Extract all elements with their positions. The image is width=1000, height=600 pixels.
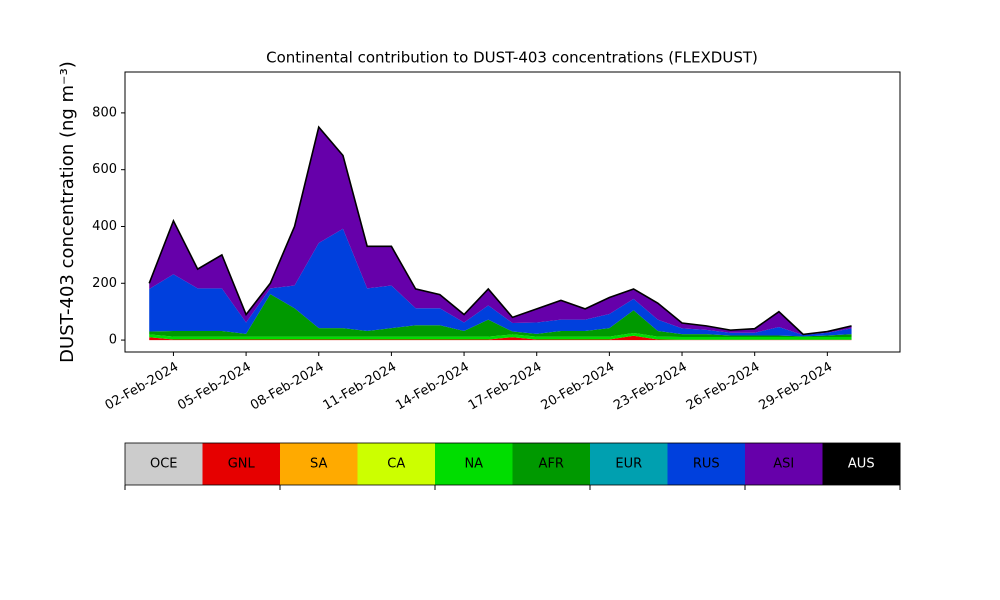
y-tick-label: 600 — [92, 162, 117, 177]
y-tick-label: 0 — [109, 333, 117, 348]
legend-swatch — [822, 443, 901, 485]
legend-label: CA — [387, 457, 405, 472]
plot-frame — [124, 71, 901, 353]
legend-label: SA — [310, 457, 327, 472]
legend-label: OCE — [150, 457, 178, 472]
legend-label: ASI — [773, 457, 794, 472]
legend-swatch — [125, 443, 203, 485]
legend-swatch — [280, 443, 358, 485]
legend-frame — [124, 442, 901, 486]
y-tick-label: 200 — [92, 276, 117, 291]
chart-title: Continental contribution to DUST-403 con… — [266, 49, 758, 67]
legend-swatch — [435, 443, 513, 485]
y-axis-label: DUST-403 concentration (ng m⁻³) — [57, 61, 78, 363]
legend-label: EUR — [615, 457, 642, 472]
total-outline — [148, 125, 852, 336]
legend-swatch — [512, 443, 591, 485]
legend-label: GNL — [228, 457, 256, 472]
y-tick-label: 800 — [92, 105, 117, 120]
legend-swatch — [667, 443, 746, 485]
legend-label: NA — [464, 457, 483, 472]
legend-swatch — [590, 443, 668, 485]
legend-swatch — [745, 443, 823, 485]
legend-label: AUS — [848, 457, 875, 472]
area-rus — [149, 228, 852, 337]
area-asi — [149, 127, 852, 335]
area-afr — [149, 294, 852, 337]
area-gnl — [149, 335, 852, 341]
area-na — [149, 332, 852, 340]
legend-label: AFR — [539, 457, 564, 472]
y-tick-label: 400 — [92, 219, 117, 234]
legend-swatch — [357, 443, 436, 485]
legend-swatch — [202, 443, 281, 485]
legend-label: RUS — [693, 457, 720, 472]
